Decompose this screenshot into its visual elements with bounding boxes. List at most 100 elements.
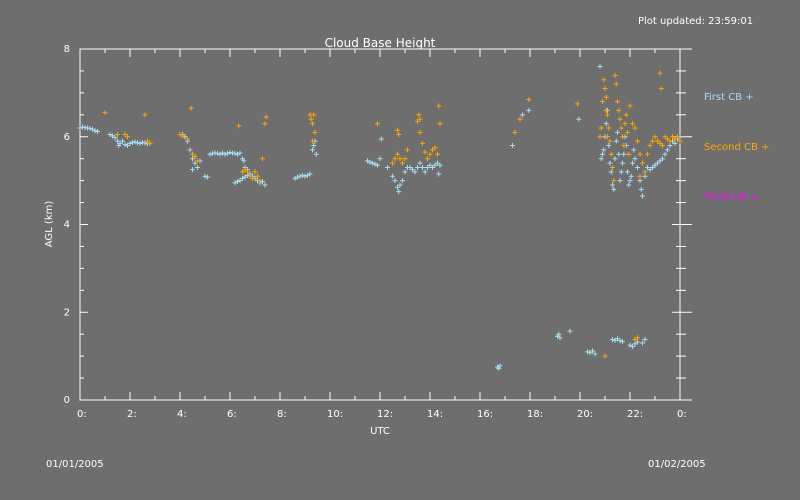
data-point bbox=[417, 129, 423, 135]
data-point bbox=[650, 164, 655, 170]
start-date: 01/01/2005 bbox=[46, 459, 104, 470]
data-point bbox=[585, 349, 590, 355]
data-point bbox=[307, 171, 313, 177]
data-point bbox=[526, 107, 532, 113]
legend-entry: Third CB + bbox=[703, 192, 758, 203]
data-point bbox=[432, 162, 438, 168]
data-point bbox=[665, 147, 670, 153]
data-point bbox=[647, 167, 653, 173]
data-point bbox=[390, 160, 395, 166]
data-point bbox=[607, 160, 613, 166]
data-point bbox=[195, 158, 200, 164]
x-tick-label: 0: bbox=[677, 409, 687, 420]
data-point bbox=[187, 147, 193, 153]
data-point bbox=[311, 112, 317, 118]
data-point bbox=[92, 128, 98, 134]
data-point bbox=[102, 110, 108, 116]
data-point bbox=[575, 101, 580, 107]
data-point bbox=[410, 167, 415, 173]
data-point bbox=[195, 164, 200, 170]
data-point bbox=[617, 116, 623, 122]
data-point bbox=[432, 145, 438, 151]
data-point bbox=[232, 150, 238, 156]
data-point bbox=[556, 331, 562, 337]
data-point bbox=[610, 182, 615, 188]
data-point bbox=[436, 171, 442, 177]
data-point bbox=[652, 162, 658, 168]
data-point bbox=[370, 160, 375, 166]
data-point bbox=[125, 143, 130, 149]
data-point bbox=[392, 156, 398, 162]
data-points bbox=[77, 64, 683, 371]
data-point bbox=[657, 158, 663, 164]
data-point bbox=[417, 116, 423, 122]
data-point bbox=[142, 112, 148, 118]
data-point bbox=[302, 173, 308, 179]
data-point bbox=[606, 143, 612, 149]
data-point bbox=[396, 132, 402, 138]
data-point bbox=[670, 134, 675, 140]
data-point bbox=[626, 151, 632, 157]
data-point bbox=[620, 134, 625, 140]
data-point bbox=[427, 151, 433, 157]
data-point bbox=[400, 178, 405, 184]
data-point bbox=[622, 121, 628, 127]
data-point bbox=[612, 72, 618, 78]
data-point bbox=[617, 178, 623, 184]
data-point bbox=[672, 136, 678, 142]
data-point bbox=[600, 151, 605, 157]
data-point bbox=[645, 151, 650, 157]
data-point bbox=[626, 182, 632, 188]
data-point bbox=[576, 116, 582, 122]
data-point bbox=[625, 169, 630, 175]
data-point bbox=[602, 85, 608, 91]
data-point bbox=[606, 125, 612, 131]
data-point bbox=[603, 94, 609, 100]
data-point bbox=[512, 129, 518, 135]
data-point bbox=[557, 335, 563, 341]
data-point bbox=[430, 147, 435, 153]
data-point bbox=[235, 179, 240, 185]
data-point bbox=[417, 160, 423, 166]
data-point bbox=[190, 156, 195, 162]
data-point bbox=[260, 179, 265, 185]
data-point bbox=[112, 135, 118, 141]
data-point bbox=[667, 138, 673, 144]
data-point bbox=[672, 140, 678, 146]
y-tick-label: 6 bbox=[64, 132, 70, 143]
data-point bbox=[395, 184, 400, 190]
data-point bbox=[627, 178, 633, 184]
data-point bbox=[590, 348, 595, 354]
data-point bbox=[378, 136, 384, 142]
data-point bbox=[617, 338, 623, 344]
data-point bbox=[640, 193, 645, 199]
data-point bbox=[367, 159, 373, 165]
data-point bbox=[262, 182, 268, 188]
data-point bbox=[392, 178, 398, 184]
data-point bbox=[655, 138, 660, 144]
data-point bbox=[645, 164, 650, 170]
data-point bbox=[635, 339, 640, 345]
data-point bbox=[115, 138, 120, 144]
data-point bbox=[437, 162, 443, 168]
data-point bbox=[237, 178, 243, 184]
data-point bbox=[642, 336, 648, 342]
data-point bbox=[616, 107, 622, 113]
data-point bbox=[613, 81, 619, 87]
data-point bbox=[422, 149, 428, 155]
x-tick-label: 10: bbox=[327, 409, 343, 420]
data-point bbox=[435, 160, 440, 166]
data-point bbox=[652, 134, 658, 140]
x-axis-label: UTC bbox=[370, 426, 390, 437]
data-point bbox=[635, 138, 640, 144]
data-point bbox=[241, 158, 247, 164]
data-point bbox=[242, 167, 248, 173]
x-axis-ticks: 0: 2: 4: 6: 8: 10: 12: 14: 16: 18: 20: 22: 0: bbox=[77, 49, 687, 420]
data-point bbox=[621, 143, 627, 149]
y-axis-ticks: 0 2 4 6 8 bbox=[64, 44, 692, 406]
data-point bbox=[252, 169, 258, 175]
data-point bbox=[677, 138, 683, 144]
data-point bbox=[660, 156, 665, 162]
data-point bbox=[520, 112, 525, 118]
data-point bbox=[312, 129, 318, 135]
